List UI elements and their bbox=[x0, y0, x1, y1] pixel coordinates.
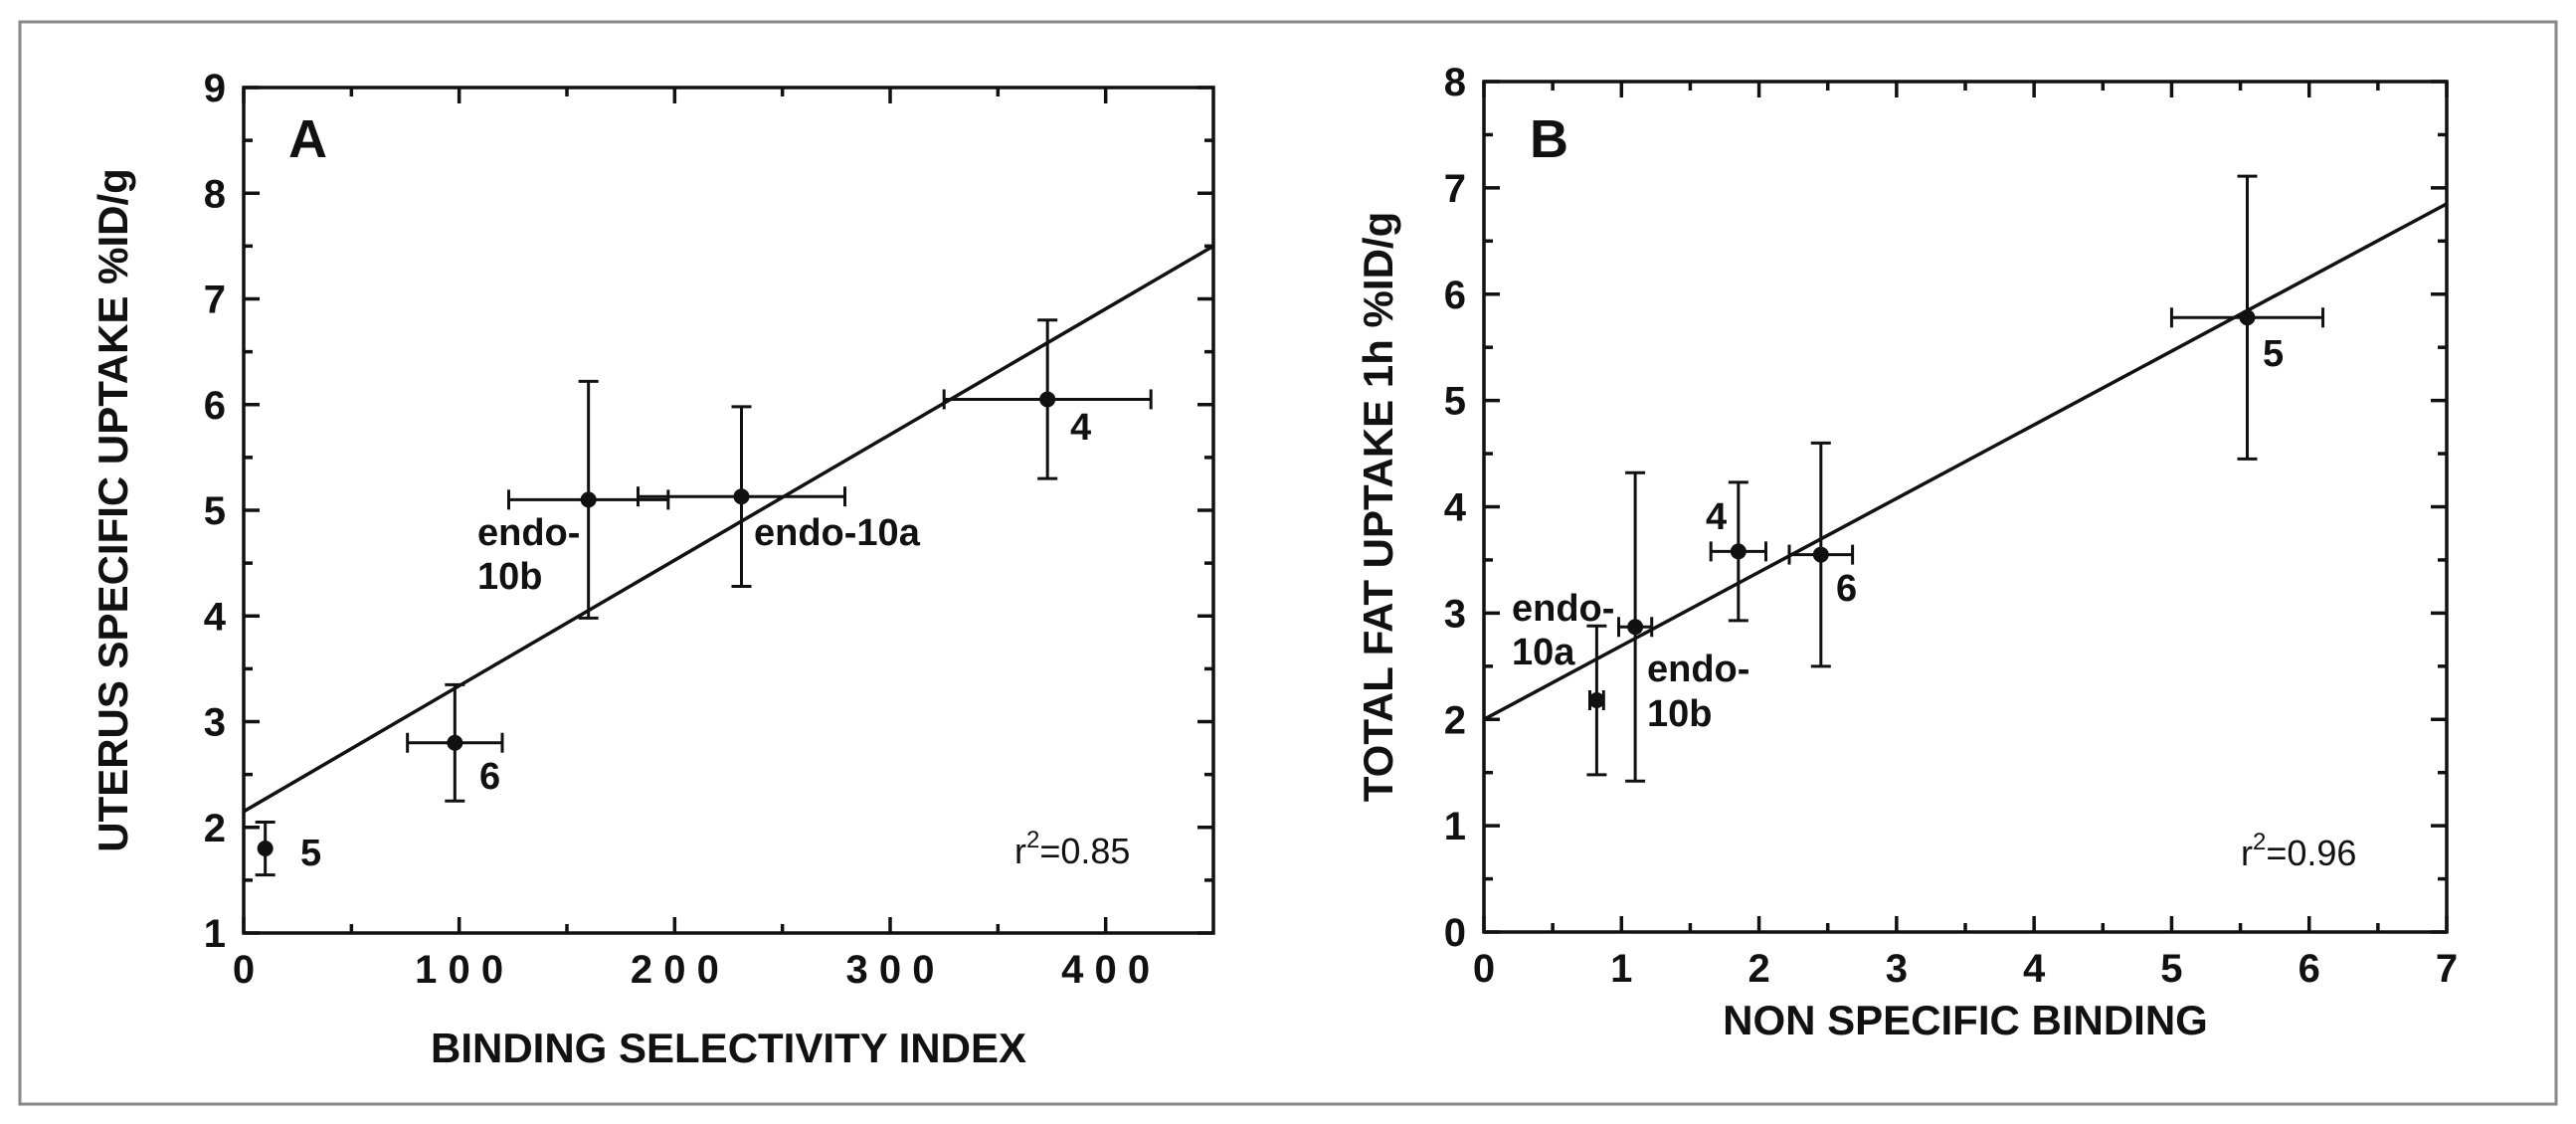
y-tick-label: 8 bbox=[1444, 61, 1466, 104]
r-squared-value: =0.96 bbox=[2266, 833, 2356, 873]
y-tick-label: 2 bbox=[204, 807, 226, 850]
y-tick-label: 0 bbox=[1444, 911, 1466, 955]
y-tick-label: 7 bbox=[204, 279, 226, 322]
y-tick-label: 9 bbox=[204, 67, 226, 110]
y-tick-label: 7 bbox=[1444, 167, 1466, 211]
data-point bbox=[733, 488, 750, 505]
y-tick-label: 6 bbox=[204, 384, 226, 428]
r-squared-value: =0.85 bbox=[1039, 831, 1130, 871]
y-tick-label: 1 bbox=[1444, 805, 1466, 848]
x-tick-label: 4 bbox=[2023, 947, 2046, 991]
r-squared-exponent: 2 bbox=[2253, 829, 2266, 855]
x-tick-label: 5 bbox=[2160, 947, 2182, 991]
y-tick-label: 2 bbox=[1444, 698, 1466, 742]
point-label: 10b bbox=[1647, 693, 1712, 735]
x-tick-label: 0 bbox=[1473, 947, 1495, 991]
data-point bbox=[447, 734, 463, 751]
data-point bbox=[1039, 391, 1056, 408]
y-tick-label: 3 bbox=[204, 701, 226, 745]
y-tick-label: 5 bbox=[1444, 380, 1466, 424]
y-tick-label: 1 bbox=[204, 912, 226, 956]
r-squared-exponent: 2 bbox=[1026, 827, 1039, 853]
r-squared-label: r2=0.85 bbox=[1014, 827, 1130, 871]
x-tick-label: 2 0 0 bbox=[631, 948, 719, 992]
x-tick-label: 4 0 0 bbox=[1061, 948, 1150, 992]
panel-b: 0 1 2 3 4 5 6 7 0 1 2 3 4 5 6 7 8 NON SPECIFIC BINDING TOT… bbox=[1355, 61, 2458, 1043]
x-tick-label: 6 bbox=[2299, 947, 2320, 991]
data-point bbox=[580, 491, 597, 508]
data-point bbox=[2239, 309, 2256, 326]
data-point bbox=[257, 841, 274, 856]
point-label: endo- bbox=[477, 512, 580, 554]
x-tick-label: 3 bbox=[1886, 947, 1908, 991]
y-tick-label: 8 bbox=[204, 172, 226, 216]
y-tick-label: 4 bbox=[204, 595, 227, 639]
data-point bbox=[1627, 619, 1644, 636]
point-label: 10a bbox=[1512, 632, 1575, 673]
point-label: 5 bbox=[300, 833, 321, 874]
point-label: 4 bbox=[1070, 407, 1091, 449]
regression-line bbox=[1484, 202, 2447, 721]
x-tick-label: 1 0 0 bbox=[415, 948, 503, 992]
y-axis-title: UTERUS SPECIFIC UPTAKE %ID/g bbox=[90, 168, 136, 852]
r-squared-label: r2=0.96 bbox=[2241, 829, 2356, 873]
y-tick-label: 4 bbox=[1444, 486, 1467, 530]
x-tick-label: 1 bbox=[1610, 947, 1632, 991]
point-label: 4 bbox=[1706, 496, 1727, 538]
y-tick-label: 5 bbox=[204, 489, 226, 533]
r-squared-prefix: r bbox=[2241, 833, 2253, 873]
x-axis-title: BINDING SELECTIVITY INDEX bbox=[431, 1025, 1026, 1071]
x-tick-label: 2 bbox=[1748, 947, 1769, 991]
point-label: 6 bbox=[1836, 568, 1857, 610]
data-point bbox=[1812, 546, 1829, 563]
x-tick-label: 0 bbox=[233, 948, 255, 992]
point-label: endo- bbox=[1647, 649, 1749, 690]
point-label: 10b bbox=[477, 556, 542, 598]
panel-letter: A bbox=[288, 109, 327, 169]
point-label: 5 bbox=[2263, 333, 2284, 375]
point-label: 6 bbox=[479, 756, 500, 798]
r-squared-prefix: r bbox=[1014, 831, 1026, 871]
data-point bbox=[1730, 543, 1747, 560]
x-axis-title: NON SPECIFIC BINDING bbox=[1723, 997, 2208, 1043]
x-tick-label: 7 bbox=[2436, 947, 2458, 991]
data-point bbox=[1588, 692, 1605, 709]
figure-frame bbox=[18, 20, 2558, 1106]
point-label: endo- bbox=[1512, 588, 1614, 630]
y-tick-label: 3 bbox=[1444, 592, 1466, 636]
regression-line bbox=[244, 244, 1213, 814]
x-tick-label: 3 0 0 bbox=[846, 948, 935, 992]
point-label: endo-10a bbox=[754, 512, 921, 554]
y-axis-title: TOTAL FAT UPTAKE 1h %ID/g bbox=[1355, 212, 1401, 802]
panel-a: 0 1 0 0 2 0 0 3 0 0 4 0 0 1 2 3 4 5 6 7 8 9 BINDING SE… bbox=[90, 67, 1215, 1071]
panel-letter: B bbox=[1530, 109, 1568, 169]
y-tick-label: 6 bbox=[1444, 274, 1466, 317]
